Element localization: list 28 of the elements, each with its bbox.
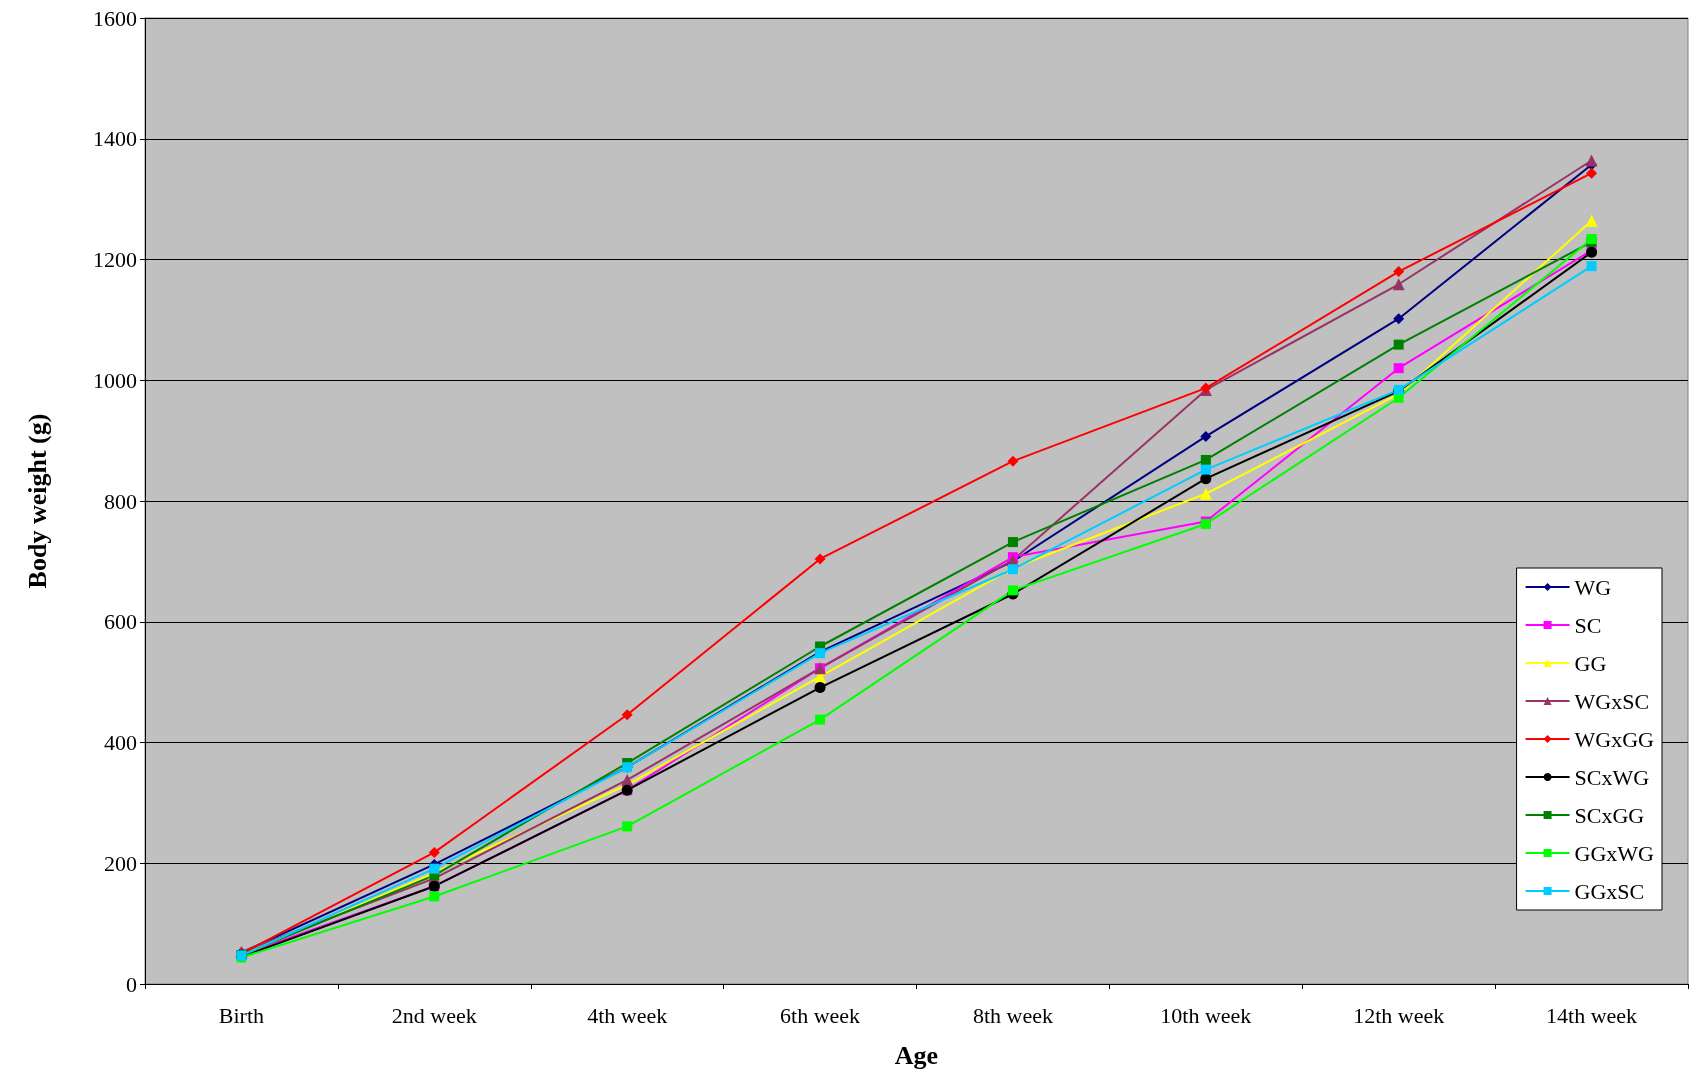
legend-label: SCxGG xyxy=(1574,802,1645,828)
legend-label: WG xyxy=(1574,574,1612,600)
y-tick-label: 600 xyxy=(104,609,137,635)
legend-label: SC xyxy=(1574,612,1602,638)
y-tick-label: 1000 xyxy=(93,367,137,393)
x-tick-label: 8th week xyxy=(972,1002,1053,1028)
legend-label: SCxWG xyxy=(1574,764,1650,790)
y-tick-label: 1600 xyxy=(93,5,137,31)
y-axis-title: Body weight (g) xyxy=(22,413,52,589)
x-tick-label: 10th week xyxy=(1160,1002,1252,1028)
y-tick-label: 800 xyxy=(104,488,137,514)
x-tick-label: 12th week xyxy=(1353,1002,1445,1028)
legend-label: WGxSC xyxy=(1574,688,1650,714)
legend-label: GGxSC xyxy=(1574,878,1645,904)
legend-label: WGxGG xyxy=(1574,726,1655,752)
y-tick-label: 1400 xyxy=(93,126,137,152)
y-tick-label: 0 xyxy=(126,971,137,997)
x-tick-label: 6th week xyxy=(780,1002,861,1028)
x-tick-label: 4th week xyxy=(587,1002,668,1028)
legend-label: GGxWG xyxy=(1574,840,1655,866)
x-axis-title: Age xyxy=(894,1040,939,1070)
x-tick-label: Birth xyxy=(218,1002,265,1028)
y-tick-label: 400 xyxy=(104,730,137,755)
y-tick-label: 1200 xyxy=(93,247,137,272)
x-tick-label: 2nd week xyxy=(391,1002,477,1028)
y-tick-label: 200 xyxy=(104,850,137,876)
legend-label: GG xyxy=(1574,650,1607,676)
x-tick-label: 14th week xyxy=(1546,1002,1638,1028)
